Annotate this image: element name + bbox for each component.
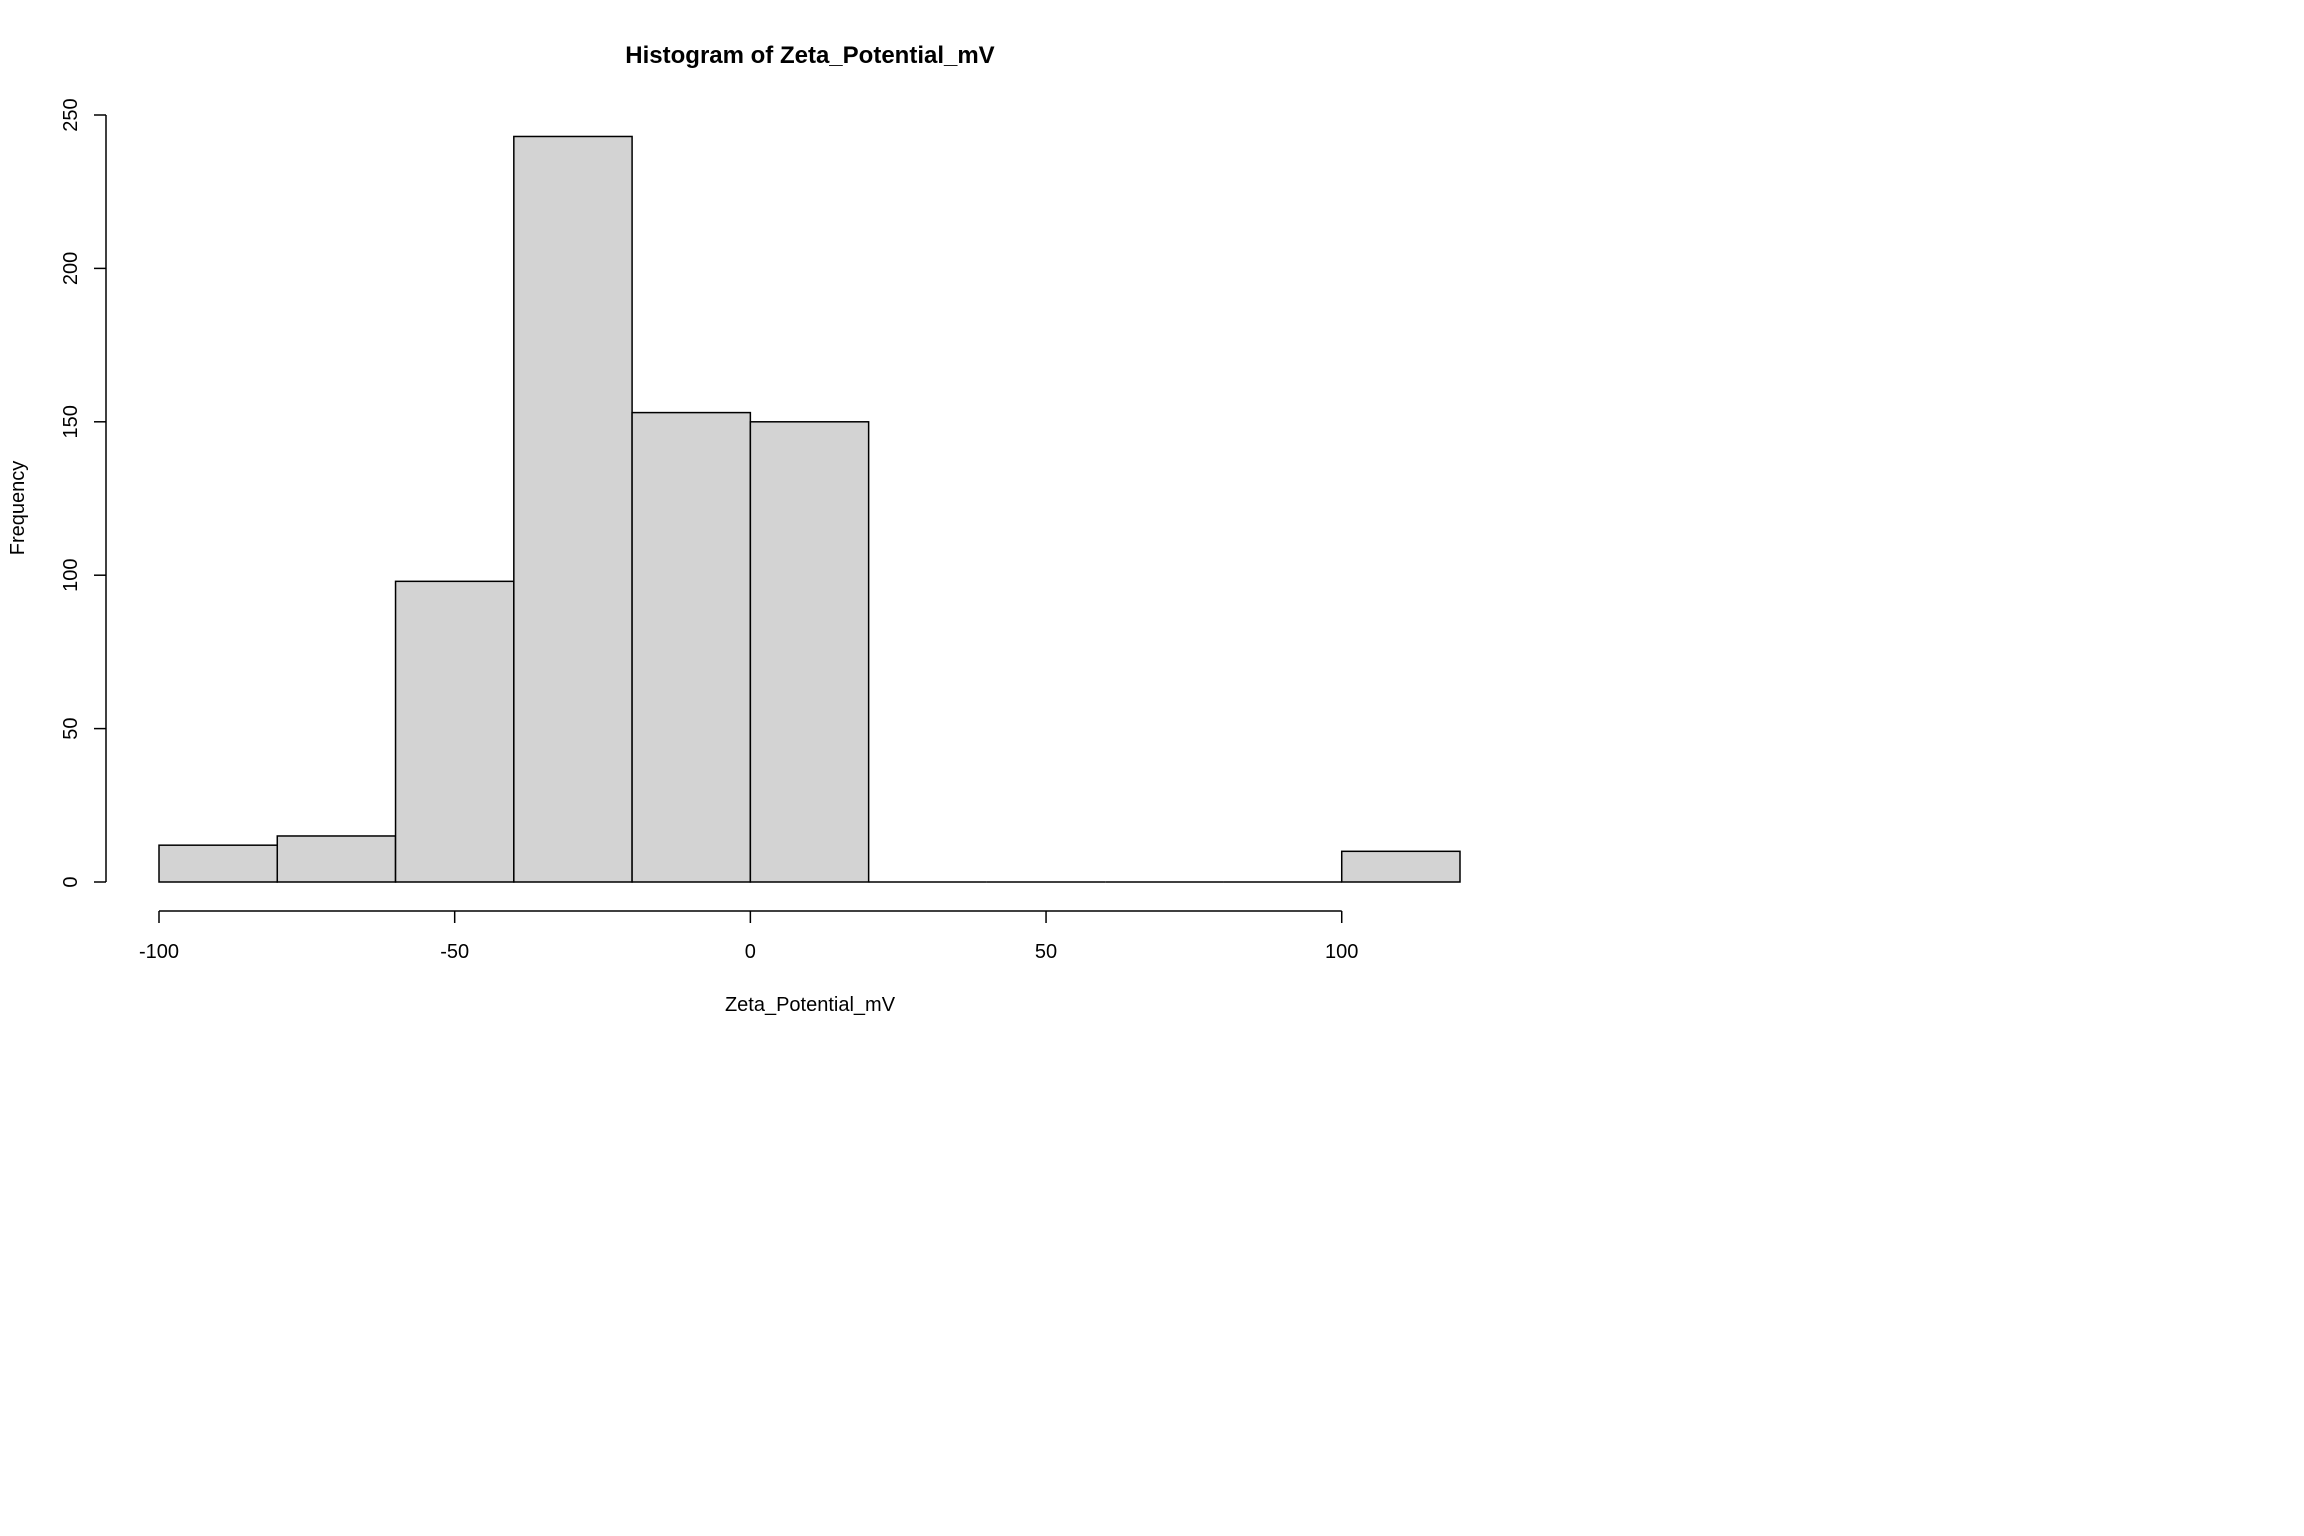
- y-axis: 0 50 100 150 200 250: [60, 98, 107, 888]
- x-tick-label: -50: [440, 941, 469, 963]
- histogram-bar: [749, 421, 870, 883]
- histogram-chart: Histogram of Zeta_Potential_mV Zeta_Pote…: [0, 0, 1545, 1030]
- histogram-bar: [276, 835, 397, 883]
- histogram-bar: [513, 135, 633, 883]
- histogram-bar: [631, 411, 752, 883]
- y-tick-label: 250: [60, 98, 82, 131]
- x-tick-label: 50: [1035, 941, 1057, 963]
- x-axis: -100 -50 0 50 100: [139, 910, 1358, 963]
- y-tick-label: 50: [60, 717, 82, 739]
- x-tick-label: 100: [1325, 941, 1358, 963]
- y-axis-label: Frequency: [7, 461, 29, 556]
- y-tick-label: 100: [60, 559, 82, 592]
- histogram-bar: [1340, 850, 1461, 883]
- x-tick-label: -100: [139, 941, 179, 963]
- y-tick-label: 200: [60, 252, 82, 285]
- bars-layer: [158, 135, 1461, 883]
- chart-title: Histogram of Zeta_Potential_mV: [625, 42, 994, 69]
- histogram-bar: [158, 844, 279, 883]
- x-axis-label: Zeta_Potential_mV: [725, 994, 896, 1016]
- y-tick-label: 150: [60, 405, 82, 438]
- chart-canvas: Histogram of Zeta_Potential_mV Zeta_Pote…: [7, 42, 1461, 1016]
- histogram-bar: [394, 580, 515, 883]
- y-tick-label: 0: [60, 876, 82, 887]
- x-tick-label: 0: [745, 941, 756, 963]
